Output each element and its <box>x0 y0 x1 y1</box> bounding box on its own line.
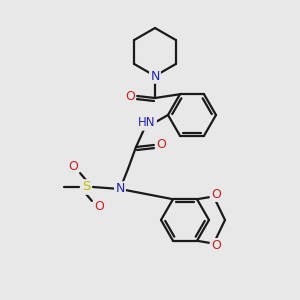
Text: S: S <box>82 181 90 194</box>
Text: O: O <box>211 188 221 201</box>
Text: O: O <box>94 200 104 214</box>
Text: O: O <box>68 160 78 173</box>
Text: HN: HN <box>138 116 156 130</box>
Text: O: O <box>125 89 135 103</box>
Text: O: O <box>211 239 221 252</box>
Text: O: O <box>156 139 166 152</box>
Text: N: N <box>115 182 125 196</box>
Text: N: N <box>150 70 160 83</box>
